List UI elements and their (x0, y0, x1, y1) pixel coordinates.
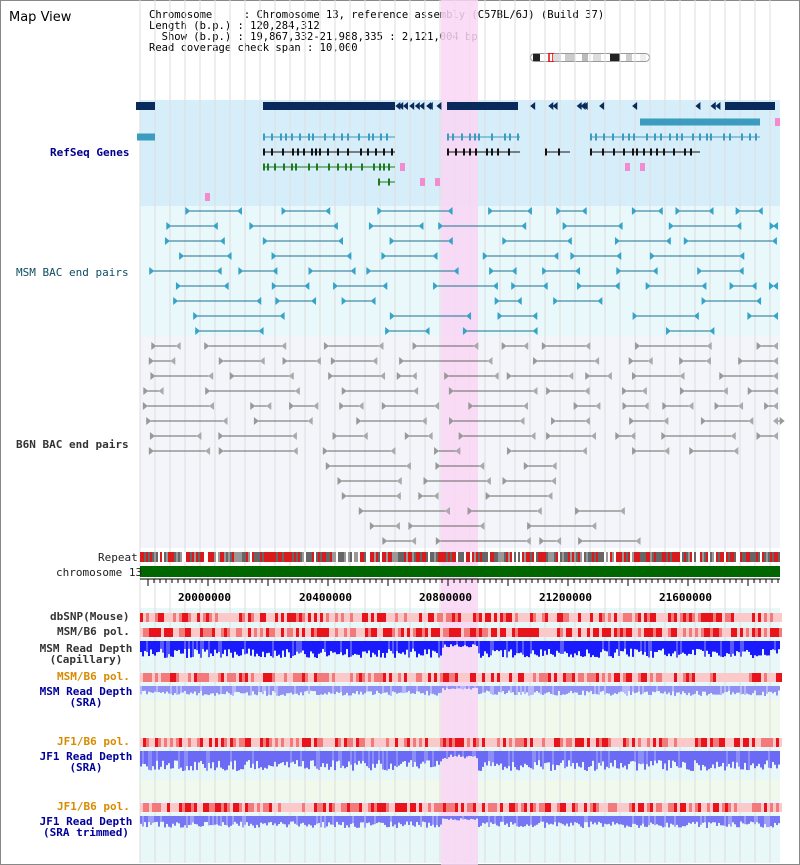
track-label-b6n-bac[interactable]: B6N BAC end pairs (16, 438, 129, 451)
info-line-coverage: Read coverage check span : 10,000 (149, 42, 358, 54)
axis-tick-label: 21200000 (539, 591, 592, 604)
axis-tick-label: 20400000 (299, 591, 352, 604)
track-label-msm-bac[interactable]: MSM BAC end pairs (16, 266, 129, 279)
track-label-jf1-depth-sra[interactable]: JF1 Read Depth (SRA) (39, 750, 133, 774)
track-label-repeat[interactable]: Repeat (98, 551, 138, 564)
info-line-length: Length (b.p.) : 120,284,312 (149, 20, 320, 32)
chromosome-ideogram[interactable] (530, 53, 650, 62)
track-label-refseq[interactable]: RefSeq Genes (50, 146, 130, 159)
track-label-dbsnp[interactable]: dbSNP(Mouse) (50, 610, 130, 623)
track-label-msm-b6-pol-2[interactable]: MSM/B6 pol. (57, 670, 130, 683)
axis-tick-label: 20000000 (178, 591, 231, 604)
track-label-jf1-b6-pol-2[interactable]: JF1/B6 pol. (57, 800, 130, 813)
page-title: Map View (9, 10, 72, 25)
track-label-chromosome[interactable]: chromosome 13 (56, 566, 143, 579)
track-label-jf1-depth-trimmed[interactable]: JF1 Read Depth (SRA trimmed) (39, 815, 133, 839)
axis-tick-label: 21600000 (659, 591, 712, 604)
axis-tick-label: 20800000 (419, 591, 472, 604)
track-label-msm-b6-pol[interactable]: MSM/B6 pol. (57, 625, 130, 638)
chromosome-info: Chromosome : Chromosome 13, reference as… (149, 10, 604, 54)
track-label-msm-depth-sra[interactable]: MSM Read Depth (SRA) (39, 685, 133, 709)
track-label-jf1-b6-pol[interactable]: JF1/B6 pol. (57, 735, 130, 748)
track-label-msm-depth-capillary[interactable]: MSM Read Depth (Capillary) (39, 642, 133, 666)
